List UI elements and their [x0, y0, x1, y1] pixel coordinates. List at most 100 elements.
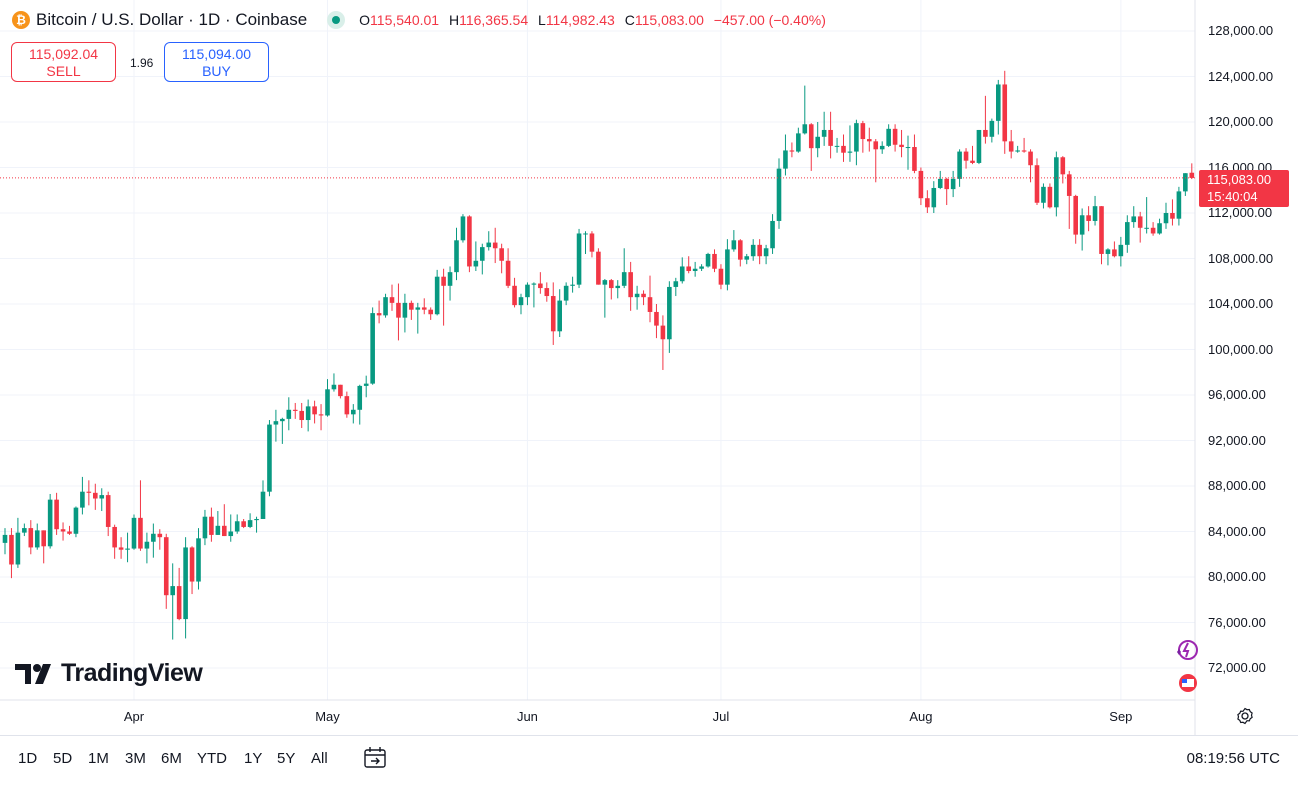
candle [679, 257, 685, 284]
candle [1028, 149, 1033, 183]
candle-body [963, 151, 969, 161]
candle-body [1150, 227, 1156, 234]
candle [550, 282, 556, 345]
candle-body [312, 406, 317, 415]
candlestick-chart[interactable] [0, 0, 1298, 735]
candle [602, 278, 608, 318]
candle [1163, 202, 1169, 229]
candle [93, 483, 98, 510]
time-tick-label: Aug [909, 709, 933, 724]
time-tick-label: Jul [712, 709, 730, 724]
range-button-6m[interactable]: 6M [161, 750, 182, 767]
candle-body [273, 421, 279, 425]
candle [118, 537, 124, 559]
candle-body [821, 129, 827, 137]
candle [892, 124, 898, 152]
candle-body [989, 120, 995, 137]
candle [686, 256, 691, 274]
time-tick-label: Apr [123, 709, 145, 724]
bottom-toolbar: 1D 5D 1M 3M 6M YTD 1Y 5Y All 08:19:56 UTC [0, 735, 1298, 781]
flag-icon[interactable] [1179, 674, 1197, 692]
candle [505, 248, 511, 289]
candle-body [841, 145, 846, 153]
candle-body [163, 537, 169, 596]
candle [1054, 151, 1059, 217]
candle-body [402, 302, 408, 318]
candle [963, 148, 969, 169]
symbol-title[interactable]: Bitcoin / U.S. Dollar · 1D · Coinbase [36, 10, 308, 29]
spread-value: 1.96 [130, 56, 154, 70]
candle [234, 514, 240, 534]
candle [1176, 186, 1182, 226]
candle-body [1028, 151, 1033, 166]
settings-gear-icon[interactable] [1236, 707, 1254, 725]
range-button-1d[interactable]: 1D [18, 750, 38, 767]
candle-body [441, 276, 446, 286]
candle [563, 282, 569, 306]
side-widget-icons[interactable] [1173, 638, 1199, 698]
market-open-status-icon [327, 11, 346, 29]
tradingview-logo[interactable]: TradingView [15, 659, 203, 688]
candle-body [357, 385, 363, 410]
candle-body [286, 409, 292, 419]
candle [473, 241, 479, 272]
candle-body [47, 499, 53, 547]
candle-body [1176, 191, 1182, 219]
sell-price: 115,092.04 [28, 46, 99, 62]
range-button-3m[interactable]: 3M [125, 750, 146, 767]
candle [531, 282, 537, 308]
price-tick-label: 104,000.00 [1208, 296, 1274, 311]
candle-body [1157, 223, 1162, 234]
candle-body [1034, 165, 1040, 203]
calendar-goto-icon[interactable] [363, 746, 387, 770]
open-label: O [359, 12, 371, 28]
time-tick-label: Sep [1109, 709, 1133, 724]
candle [1073, 194, 1078, 244]
price-tick-label: 80,000.00 [1208, 569, 1266, 584]
candle [1041, 183, 1046, 209]
candle [499, 243, 504, 274]
candle-body [802, 124, 808, 134]
candle-body [518, 297, 524, 306]
candle-body [389, 297, 395, 303]
price-tick-label: 96,000.00 [1208, 387, 1266, 402]
candle [247, 513, 253, 529]
candle-body [1054, 157, 1059, 208]
candle [609, 278, 614, 300]
range-button-5d[interactable]: 5D [53, 750, 73, 767]
lightning-icon[interactable] [1177, 640, 1198, 660]
candle [112, 524, 117, 559]
candle-body [725, 249, 730, 285]
candle-body [834, 145, 840, 147]
range-button-5y[interactable]: 5Y [277, 750, 296, 767]
candle [54, 492, 59, 535]
candle-body [815, 136, 820, 149]
candle-body [660, 325, 666, 340]
candle [138, 480, 143, 551]
sell-button[interactable]: 115,092.04 SELL [11, 42, 116, 82]
range-button-all[interactable]: All [311, 750, 328, 767]
candle [1021, 137, 1027, 153]
candle-body [867, 139, 872, 142]
candle-body [944, 178, 949, 190]
candle [841, 134, 846, 162]
candle-body [118, 547, 124, 550]
range-button-ytd[interactable]: YTD [197, 750, 227, 767]
range-button-1y[interactable]: 1Y [244, 750, 263, 767]
candle [1034, 158, 1040, 206]
price-tick-label: 112,000.00 [1208, 205, 1273, 220]
candle [267, 420, 272, 497]
candle-body [589, 233, 595, 252]
candle-body [460, 216, 466, 241]
candle-body [1118, 244, 1124, 257]
candle [912, 134, 917, 174]
candle-body [247, 520, 253, 527]
range-button-1m[interactable]: 1M [88, 750, 109, 767]
utc-clock[interactable]: 08:19:56 UTC [1186, 750, 1280, 767]
candle [421, 298, 427, 315]
buy-button[interactable]: 115,094.00 BUY [164, 42, 269, 82]
candle [1112, 241, 1117, 258]
candle-body [731, 240, 737, 250]
candle-body [125, 548, 130, 550]
candle [802, 85, 808, 135]
